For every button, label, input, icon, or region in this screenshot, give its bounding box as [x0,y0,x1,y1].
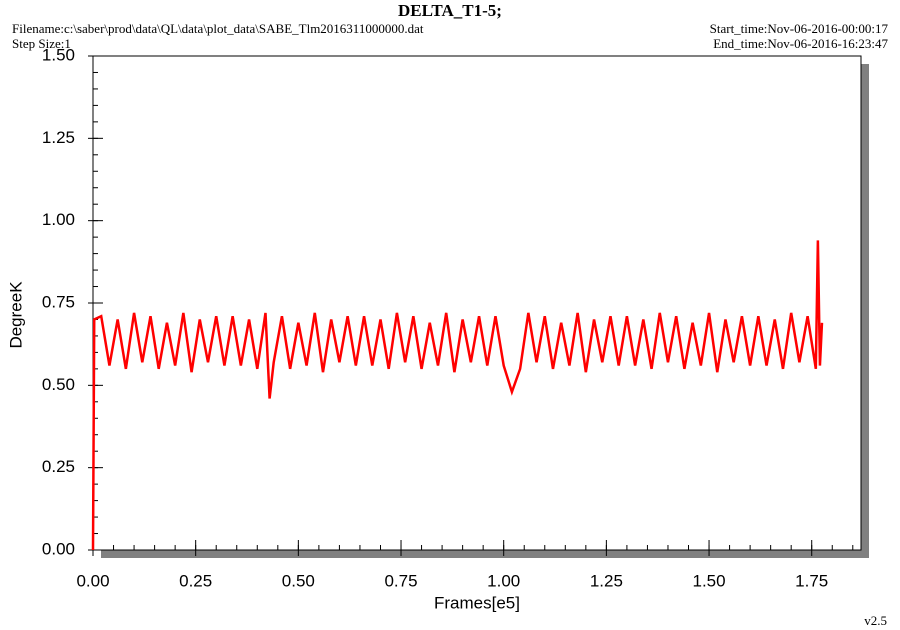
x-tick-label: 0.75 [384,571,417,590]
y-axis-label: DegreeK [6,281,25,349]
x-tick-label: 0.50 [282,571,315,590]
start-time: Start_time:Nov-06-2016-00:00:17 [710,21,889,36]
y-tick-label: 1.00 [42,210,75,229]
filename: Filename:c:\saber\prod\data\QL\data\plot… [12,21,424,36]
end-time: End_time:Nov-06-2016-16:23:47 [713,36,888,51]
x-tick-label: 0.25 [179,571,212,590]
x-tick-label: 1.00 [487,571,520,590]
version: v2.5 [864,613,887,628]
x-tick-label: 1.50 [692,571,725,590]
x-tick-label: 1.75 [795,571,828,590]
step-size: Step Size:1 [12,36,71,51]
y-tick-label: 1.25 [42,128,75,147]
data-line [91,240,824,551]
x-axis-label: Frames[e5] [434,593,520,612]
y-tick-label: 0.25 [42,457,75,476]
y-tick-label: 1.50 [42,45,75,64]
chart-title: DELTA_T1-5; [398,1,502,20]
x-tick-label: 0.00 [76,571,109,590]
y-tick-label: 0.50 [42,375,75,394]
y-tick-label: 0.75 [42,292,75,311]
x-tick-label: 1.25 [590,571,623,590]
y-tick-label: 0.00 [42,539,75,558]
plot-area [92,55,862,551]
